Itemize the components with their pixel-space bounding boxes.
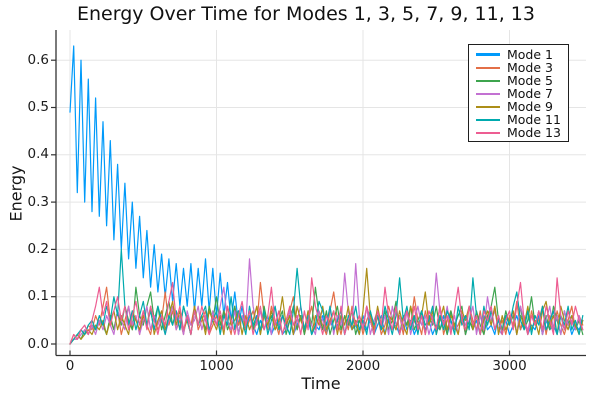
x-tick-label: 3000 [492,357,527,374]
legend-line-swatch [476,92,500,95]
legend-label: Mode 5 [507,72,553,88]
x-axis-title: Time [301,374,341,393]
legend-label: Mode 11 [507,112,561,128]
legend-line-swatch [476,118,500,122]
legend-line-swatch [476,79,500,82]
legend-label: Mode 3 [507,59,553,75]
legend: Mode 1 Mode 3 Mode 5 Mode 7 Mode 9 Mode 11 Mod… [468,44,569,142]
series-line-mode-13 [69,277,584,345]
y-tick-label: 0.4 [27,146,49,163]
legend-item: Mode 13 [469,125,568,141]
legend-item: Mode 11 [469,113,568,126]
legend-line-swatch [476,132,500,135]
y-tick-label: 0.6 [27,51,49,68]
legend-item: Mode 7 [469,87,568,100]
legend-item: Mode 1 [469,48,568,61]
y-tick-label: 0.2 [27,240,49,257]
y-tick-label: 0.1 [27,288,49,305]
series-line-mode-11 [69,248,584,345]
legend-label: Mode 1 [507,46,553,62]
legend-label: Mode 13 [507,125,561,141]
series-line-mode-5 [69,286,584,345]
y-tick-label: 0.0 [27,335,49,352]
legend-label: Mode 9 [507,98,553,114]
x-tick-label: 1000 [199,357,234,374]
legend-line-swatch [476,53,500,56]
legend-line-swatch [476,105,500,109]
legend-label: Mode 7 [507,85,553,101]
x-tick-label: 0 [65,357,75,374]
x-tick-label: 2000 [345,357,381,374]
chart-title: Energy Over Time for Modes 1, 3, 5, 7, 9… [77,3,535,25]
legend-item: Mode 3 [469,61,568,74]
legend-item: Mode 9 [469,100,568,113]
legend-item: Mode 5 [469,74,568,87]
y-tick-label: 0.3 [27,193,49,210]
y-axis-title: Energy [6,165,26,222]
legend-line-swatch [476,66,500,69]
axes [51,30,586,357]
y-tick-label: 0.5 [27,99,49,115]
series-lines [69,45,584,345]
